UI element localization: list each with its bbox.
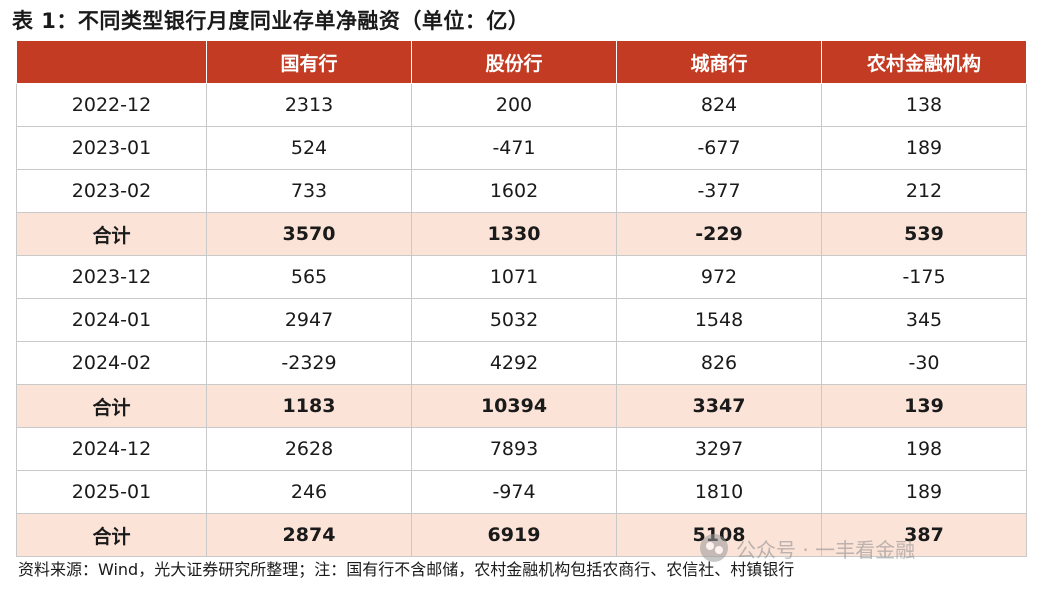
value-cell: 824 [616, 83, 822, 127]
value-cell: 5032 [411, 298, 617, 342]
row-label-cell: 2023-12 [16, 255, 207, 299]
row-label-cell: 合计 [16, 513, 207, 557]
value-cell: 189 [821, 470, 1027, 514]
header-cell-joint-stock-banks: 股份行 [411, 41, 617, 84]
value-cell: 139 [821, 384, 1027, 428]
net-financing-table: 国有行 股份行 城商行 农村金融机构 2022-12 2313 200 824 138 2… [16, 41, 1027, 557]
table-total-row: 合计 3570 1330 -229 539 [16, 212, 1027, 256]
value-cell: 138 [821, 83, 1027, 127]
value-cell: -471 [411, 126, 617, 170]
row-label-cell: 2022-12 [16, 83, 207, 127]
value-cell: 539 [821, 212, 1027, 256]
value-cell: 565 [206, 255, 412, 299]
value-cell: -677 [616, 126, 822, 170]
value-cell: 387 [821, 513, 1027, 557]
source-note: 资料来源：Wind，光大证券研究所整理；注：国有行不含邮储，农村金融机构包括农商… [18, 560, 795, 579]
value-cell: 10394 [411, 384, 617, 428]
table-row: 2025-01 246 -974 1810 189 [16, 470, 1027, 514]
value-cell: 212 [821, 169, 1027, 213]
value-cell: 826 [616, 341, 822, 385]
row-label-cell: 2023-01 [16, 126, 207, 170]
value-cell: 1071 [411, 255, 617, 299]
value-cell: 1548 [616, 298, 822, 342]
header-cell-state-owned-banks: 国有行 [206, 41, 412, 84]
table-total-row: 合计 1183 10394 3347 139 [16, 384, 1027, 428]
table-row: 2024-02 -2329 4292 826 -30 [16, 341, 1027, 385]
value-cell: -2329 [206, 341, 412, 385]
value-cell: 1330 [411, 212, 617, 256]
table-row: 2023-12 565 1071 972 -175 [16, 255, 1027, 299]
value-cell: 1602 [411, 169, 617, 213]
value-cell: 200 [411, 83, 617, 127]
value-cell: -229 [616, 212, 822, 256]
value-cell: -377 [616, 169, 822, 213]
value-cell: 2874 [206, 513, 412, 557]
table-header-row: 国有行 股份行 城商行 农村金融机构 [16, 41, 1027, 84]
table-body: 2022-12 2313 200 824 138 2023-01 524 -471 -677 18… [16, 83, 1027, 557]
value-cell: 2947 [206, 298, 412, 342]
value-cell: 7893 [411, 427, 617, 471]
value-cell: 972 [616, 255, 822, 299]
value-cell: -175 [821, 255, 1027, 299]
row-label-cell: 2025-01 [16, 470, 207, 514]
value-cell: 246 [206, 470, 412, 514]
row-label-cell: 2024-12 [16, 427, 207, 471]
row-label-cell: 2023-02 [16, 169, 207, 213]
header-cell-period [16, 41, 207, 84]
header-cell-rural-financial-institutions: 农村金融机构 [821, 41, 1027, 84]
value-cell: 1810 [616, 470, 822, 514]
value-cell: 6919 [411, 513, 617, 557]
value-cell: 3297 [616, 427, 822, 471]
table-row: 2024-01 2947 5032 1548 345 [16, 298, 1027, 342]
value-cell: 733 [206, 169, 412, 213]
value-cell: -30 [821, 341, 1027, 385]
value-cell: 189 [821, 126, 1027, 170]
table-total-row: 合计 2874 6919 5108 387 [16, 513, 1027, 557]
value-cell: 4292 [411, 341, 617, 385]
value-cell: 524 [206, 126, 412, 170]
value-cell: 345 [821, 298, 1027, 342]
value-cell: 2313 [206, 83, 412, 127]
value-cell: 2628 [206, 427, 412, 471]
table-row: 2022-12 2313 200 824 138 [16, 83, 1027, 127]
row-label-cell: 2024-01 [16, 298, 207, 342]
value-cell: 5108 [616, 513, 822, 557]
value-cell: 3347 [616, 384, 822, 428]
table-row: 2024-12 2628 7893 3297 198 [16, 427, 1027, 471]
row-label-cell: 2024-02 [16, 341, 207, 385]
table-title: 表 1：不同类型银行月度同业存单净融资（单位：亿） [12, 9, 530, 33]
row-label-cell: 合计 [16, 384, 207, 428]
value-cell: -974 [411, 470, 617, 514]
row-label-cell: 合计 [16, 212, 207, 256]
table-row: 2023-01 524 -471 -677 189 [16, 126, 1027, 170]
value-cell: 1183 [206, 384, 412, 428]
value-cell: 3570 [206, 212, 412, 256]
table-row: 2023-02 733 1602 -377 212 [16, 169, 1027, 213]
header-cell-city-commercial-banks: 城商行 [616, 41, 822, 84]
value-cell: 198 [821, 427, 1027, 471]
